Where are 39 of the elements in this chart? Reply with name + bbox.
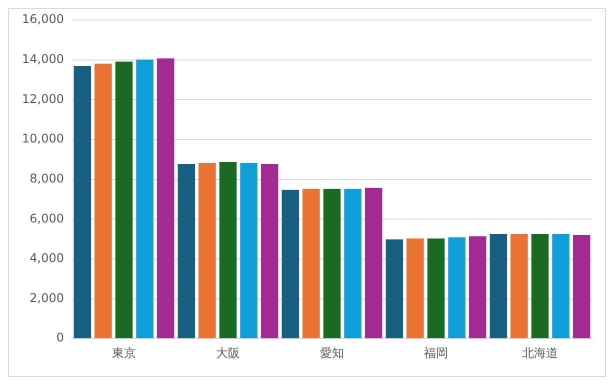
- y-tick-label: 12,000: [22, 92, 64, 106]
- bar: [448, 237, 466, 338]
- x-tick-label: 東京: [112, 346, 136, 360]
- bar: [552, 234, 570, 338]
- y-tick-label: 8,000: [30, 171, 64, 186]
- y-tick-label: 4,000: [30, 251, 64, 266]
- bar: [136, 60, 154, 338]
- bar: [260, 164, 278, 338]
- bar: [468, 236, 486, 338]
- x-tick-label: 福岡: [424, 346, 448, 360]
- x-tick-label: 北海道: [522, 346, 558, 360]
- x-tick-label: 愛知: [320, 346, 344, 360]
- bar: [531, 234, 549, 338]
- bar: [282, 190, 300, 338]
- bar: [323, 188, 341, 338]
- y-tick-label: 16,000: [22, 12, 64, 26]
- y-tick-label: 10,000: [22, 132, 64, 146]
- bar: [156, 58, 174, 338]
- bar: [198, 162, 216, 338]
- bar: [406, 238, 424, 338]
- bar: [344, 188, 362, 338]
- bar: [364, 188, 382, 338]
- y-tick-label: 6,000: [30, 211, 64, 226]
- bar: [240, 162, 258, 338]
- bar: [427, 238, 445, 338]
- bar: [510, 234, 528, 338]
- bar: [490, 234, 508, 338]
- y-tick-label: 14,000: [22, 52, 64, 66]
- x-tick-label: 大阪: [216, 346, 240, 360]
- bar: [74, 66, 92, 338]
- bar: [178, 164, 196, 338]
- y-tick-label: 0: [56, 330, 64, 345]
- bar: [302, 188, 320, 338]
- bar: [94, 64, 112, 338]
- bar: [386, 239, 404, 338]
- y-tick-label: 2,000: [30, 290, 64, 305]
- bar: [115, 62, 133, 338]
- bar: [572, 235, 590, 338]
- bar: [219, 162, 237, 338]
